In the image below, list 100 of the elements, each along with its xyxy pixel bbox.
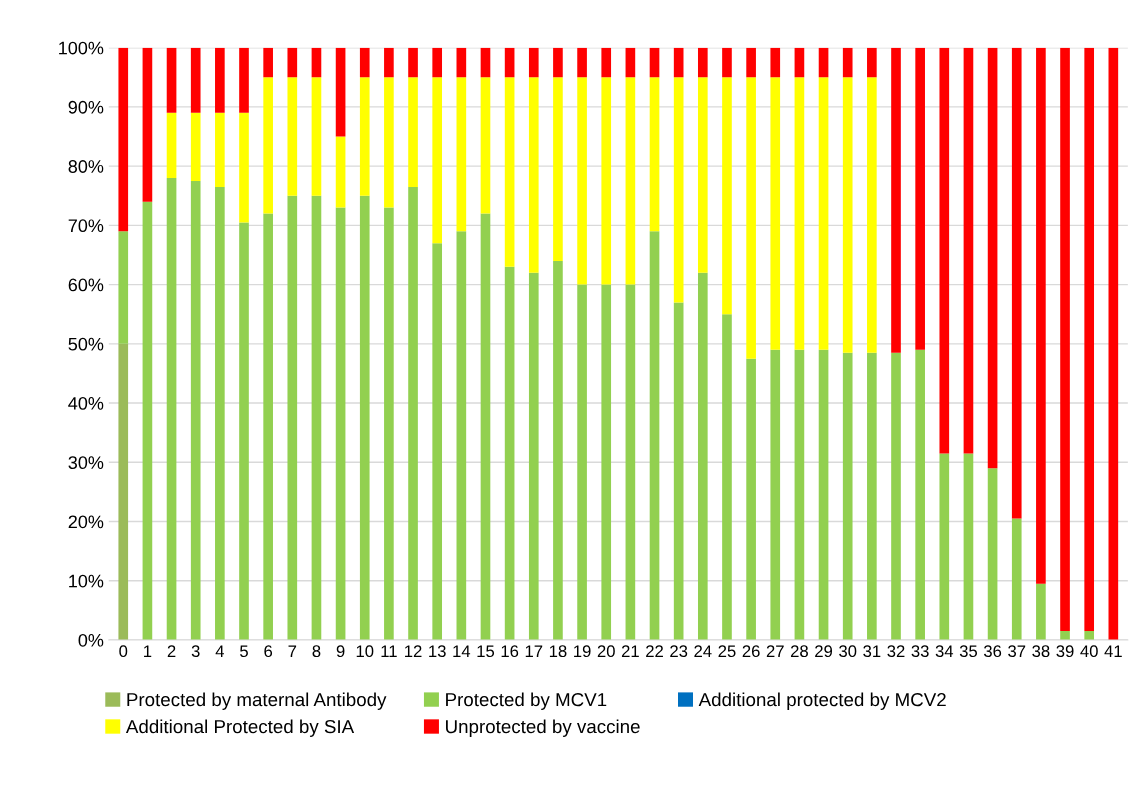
bar [335, 207, 346, 640]
x-tick-label: 38 [1032, 645, 1050, 658]
bar [987, 468, 998, 640]
x-tick-label: 2 [167, 645, 176, 657]
bar [915, 47, 925, 350]
x-tick-label: 33 [911, 645, 929, 658]
bar [722, 77, 732, 315]
bar [625, 284, 636, 640]
y-tick-label: 50% [68, 337, 104, 351]
y-tick-label: 80% [68, 160, 104, 173]
legend-label: Protected by maternal Antibody [127, 692, 387, 710]
bar [166, 112, 177, 178]
bar [118, 231, 129, 344]
bar [697, 77, 708, 273]
x-tick-label: 15 [477, 645, 495, 658]
x-tick-label: 12 [405, 645, 422, 657]
x-tick-label: 14 [453, 645, 471, 657]
bar [601, 284, 612, 640]
bar [577, 77, 587, 285]
bar [794, 77, 805, 350]
x-tick-label: 39 [1056, 645, 1074, 658]
x-tick-label: 0 [119, 645, 128, 658]
bar [1084, 47, 1095, 632]
bar [287, 195, 298, 640]
bar [987, 47, 998, 469]
bar [504, 77, 515, 267]
x-tick-label: 20 [597, 645, 615, 658]
bar [649, 77, 660, 232]
x-tick-label: 22 [646, 645, 663, 657]
x-tick-label: 26 [742, 645, 760, 658]
bar [408, 186, 418, 640]
bar [842, 352, 853, 640]
y-tick-label: 70% [68, 219, 104, 233]
bar [770, 77, 781, 350]
bar [287, 77, 298, 196]
x-tick-label: 9 [336, 645, 345, 658]
x-tick-label: 30 [839, 645, 857, 658]
bar [842, 77, 853, 353]
y-tick-label: 60% [68, 278, 104, 292]
bar [915, 349, 925, 640]
bar [625, 47, 636, 78]
bar [1011, 47, 1022, 519]
bar [432, 47, 443, 78]
bar [287, 47, 298, 78]
bar [528, 272, 539, 640]
y-tick-label: 40% [68, 397, 104, 410]
x-tick-label: 29 [815, 645, 833, 658]
bar [770, 349, 781, 640]
bar [528, 47, 539, 78]
bar [359, 195, 370, 640]
bar [456, 47, 467, 78]
bar [577, 47, 587, 78]
x-tick-label: 18 [549, 645, 567, 658]
bar [504, 266, 515, 640]
x-tick-label: 32 [887, 645, 905, 658]
y-tick-label: 30% [68, 456, 104, 470]
legend-label: Protected by MCV1 [446, 692, 607, 710]
x-tick-label: 6 [264, 645, 273, 658]
bar [311, 47, 322, 78]
bar [553, 260, 563, 640]
x-tick-label: 16 [501, 645, 519, 658]
bar [673, 302, 684, 640]
x-tick-label: 41 [1104, 645, 1122, 657]
bar [625, 77, 636, 285]
bar [891, 47, 901, 353]
bar [215, 186, 225, 640]
x-tick-label: 27 [766, 645, 784, 657]
bar [891, 352, 901, 640]
bar [480, 213, 491, 640]
x-tick-label: 31 [863, 645, 881, 658]
x-tick-label: 13 [429, 645, 446, 658]
bar [142, 47, 153, 202]
bar [818, 349, 829, 640]
x-tick-label: 34 [935, 645, 954, 658]
bar [263, 213, 273, 640]
x-tick-label: 23 [670, 645, 688, 658]
x-tick-label: 25 [718, 645, 736, 658]
x-tick-label: 37 [1008, 645, 1026, 658]
bar [239, 47, 249, 113]
x-tick-label: 35 [959, 645, 978, 658]
bar [359, 77, 370, 196]
bar [384, 207, 394, 640]
bar [239, 222, 249, 640]
bar [456, 77, 467, 232]
bar [867, 47, 877, 78]
x-tick-label: 7 [288, 645, 297, 657]
bar [190, 180, 201, 640]
x-tick-label: 28 [790, 645, 808, 658]
bar [1084, 631, 1095, 640]
x-tick-label: 17 [525, 645, 543, 657]
bar [939, 47, 950, 454]
x-tick-label: 4 [215, 645, 224, 657]
bar [1011, 518, 1022, 640]
bar [553, 77, 563, 261]
bar [649, 231, 660, 640]
bar [408, 77, 418, 187]
x-tick-label: 36 [983, 645, 1002, 658]
bar [794, 349, 805, 640]
bar [939, 453, 950, 640]
bar [384, 47, 394, 78]
